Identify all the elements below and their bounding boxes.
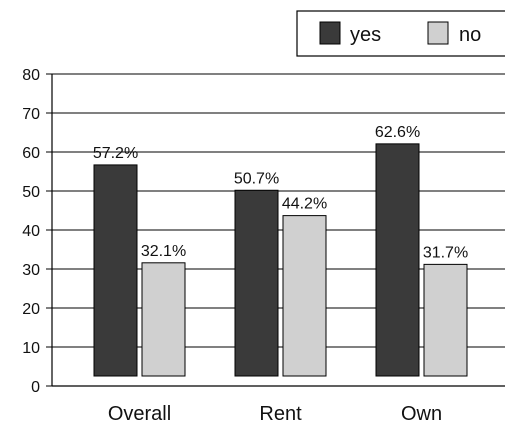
y-tick-label: 10 bbox=[22, 340, 40, 357]
data-labels: 57.2% 32.1% 50.7%44.2% 62.6% 31.7% bbox=[93, 124, 468, 262]
y-tick-label: 20 bbox=[22, 301, 40, 318]
bars bbox=[93, 143, 468, 377]
bar-no-overall bbox=[141, 262, 186, 377]
y-axis-tick-labels: 0 10 20 30 40 50 60 70 80 bbox=[22, 67, 40, 396]
legend-swatch-no bbox=[427, 21, 449, 45]
category-label-own: Own bbox=[401, 403, 442, 425]
y-tick-label: 0 bbox=[31, 379, 40, 396]
y-tick-label: 50 bbox=[22, 184, 40, 201]
category-label-rent: Rent bbox=[259, 403, 302, 425]
bar-yes-own bbox=[375, 143, 420, 377]
data-label-no-own: 31.7% bbox=[423, 244, 468, 261]
category-label-overall: Overall bbox=[108, 403, 171, 425]
legend: yes no bbox=[296, 10, 505, 57]
y-tick-label: 70 bbox=[22, 106, 40, 123]
data-label-yes-overall: 57.2% bbox=[93, 145, 138, 162]
legend-label-no: no bbox=[459, 24, 481, 46]
x-axis-category-labels: Overall Rent Own bbox=[108, 403, 442, 425]
y-tick-label: 80 bbox=[22, 67, 40, 84]
bar-yes-overall bbox=[93, 164, 138, 377]
bar-no-rent bbox=[282, 215, 327, 377]
y-tick-label: 30 bbox=[22, 262, 40, 279]
bar-yes-rent bbox=[234, 189, 279, 377]
data-label-yes-own: 62.6% bbox=[375, 124, 420, 141]
data-label-no-rent: 44.2% bbox=[282, 196, 327, 213]
legend-swatch-yes bbox=[319, 21, 341, 45]
axes bbox=[51, 74, 505, 387]
data-label-yes-rent: 50.7% bbox=[234, 170, 279, 187]
data-label-no-overall: 32.1% bbox=[141, 243, 186, 260]
legend-label-yes: yes bbox=[350, 24, 381, 46]
y-tick-label: 60 bbox=[22, 145, 40, 162]
y-tick-label: 40 bbox=[22, 223, 40, 240]
bar-no-own bbox=[423, 263, 468, 377]
